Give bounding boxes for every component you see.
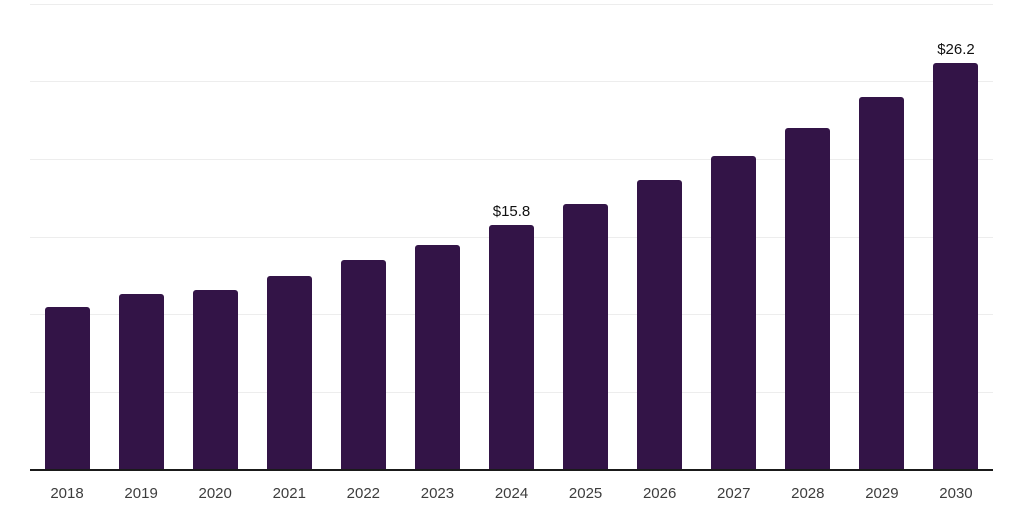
x-tick-label-2028: 2028 (791, 485, 825, 502)
bar-slot-2027 (697, 4, 771, 470)
bars-container: $15.8 $26.2 (30, 4, 993, 470)
bar-slot-2028 (771, 4, 845, 470)
x-tick-label-2026: 2026 (642, 485, 677, 502)
x-tick-label-2020: 2020 (198, 485, 232, 502)
x-tick-label-2021: 2021 (272, 485, 306, 502)
data-label-2030: $26.2 (937, 41, 975, 59)
bar-slot-2022 (326, 4, 400, 470)
bar-2021 (266, 275, 312, 470)
x-tick-label-2030: 2030 (939, 485, 973, 502)
x-tick-label-2018: 2018 (50, 485, 84, 502)
x-tick-label-2025: 2025 (568, 485, 603, 502)
bar-2029 (859, 97, 905, 470)
bar-slot-2024: $15.8 (474, 4, 548, 470)
bar-2020 (192, 289, 238, 470)
bar-slot-2020 (178, 4, 252, 470)
data-label-2024: $15.8 (492, 202, 531, 220)
x-axis-line (30, 469, 993, 471)
bar-2018 (44, 306, 90, 470)
bar-2027 (711, 156, 757, 470)
gridline-25 (30, 81, 993, 83)
bar-2023 (414, 244, 460, 470)
bar-slot-2021 (252, 4, 326, 470)
bar-slot-2019 (104, 4, 178, 470)
plot-area: $15.8 $26.2 (30, 3, 993, 471)
bar-2030 (933, 63, 979, 470)
bar-2025 (563, 204, 609, 470)
bar-2026 (637, 179, 683, 470)
bar-slot-2023 (400, 4, 474, 470)
x-tick-label-2022: 2022 (346, 485, 381, 502)
gridline-20 (30, 158, 993, 160)
bar-2022 (340, 260, 386, 470)
bar-slot-2025 (549, 4, 623, 470)
bar-2024 (489, 224, 534, 470)
bar-2028 (785, 128, 831, 470)
bar-slot-2029 (845, 4, 919, 470)
gridline-30 (30, 3, 993, 5)
bar-slot-2026 (623, 4, 697, 470)
bar-2019 (118, 294, 164, 470)
bar-slot-2018 (30, 4, 104, 470)
x-tick-label-2029: 2029 (865, 485, 899, 502)
x-tick-label-2027: 2027 (717, 485, 751, 502)
bar-slot-2030: $26.2 (919, 4, 993, 470)
x-tick-label-2024: 2024 (494, 485, 529, 502)
x-axis-labels: 2018 2019 2020 2021 2022 2023 2024 2025 2026 2027… (30, 484, 993, 504)
x-tick-label-2019: 2019 (124, 485, 158, 502)
x-tick-label-2023: 2023 (420, 485, 455, 502)
